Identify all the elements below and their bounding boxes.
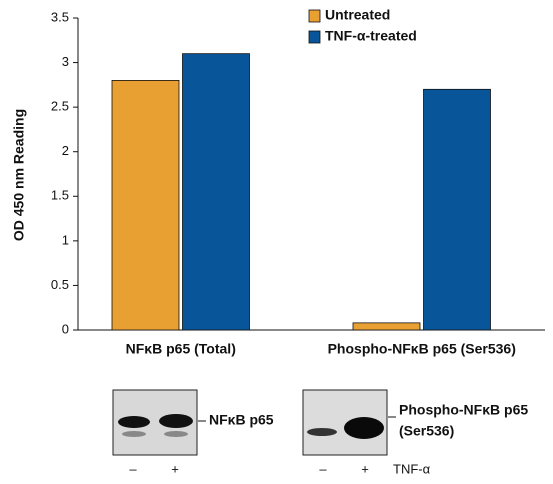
y-tick-label: 2	[62, 143, 69, 158]
y-tick-label: 0.5	[51, 277, 69, 292]
x-tick-label: NFκB p65 (Total)	[126, 341, 236, 357]
blot-right	[302, 389, 396, 456]
treatment-label: TNF-α	[393, 461, 431, 476]
legend-label: TNF-α-treated	[325, 28, 417, 44]
bar	[182, 53, 250, 331]
y-tick-label: 0	[62, 321, 69, 336]
lane-label: –	[319, 461, 327, 476]
x-tick-label: Phospho-NFκB p65 (Ser536)	[328, 341, 516, 357]
bar	[111, 80, 180, 331]
bar	[352, 322, 421, 331]
y-tick-label: 1.5	[51, 188, 69, 203]
y-tick-label: 3	[62, 54, 69, 69]
y-tick-label: 1	[62, 232, 69, 247]
blot-left	[112, 389, 206, 456]
lane-label: –	[129, 461, 137, 476]
legend-label: Untreated	[325, 7, 390, 23]
blot-label: NFκB p65	[209, 412, 274, 428]
y-tick-label: 3.5	[51, 9, 69, 24]
y-axis-label: OD 450 nm Reading	[11, 109, 27, 241]
bar	[423, 88, 491, 331]
y-tick-label: 2.5	[51, 99, 69, 114]
legend-swatch	[308, 9, 321, 23]
blot-label: (Ser536)	[399, 423, 454, 439]
lane-label: +	[171, 461, 179, 476]
lane-label: +	[361, 461, 369, 476]
legend-swatch	[308, 30, 321, 44]
blot-label: Phospho-NFκB p65	[399, 402, 528, 418]
